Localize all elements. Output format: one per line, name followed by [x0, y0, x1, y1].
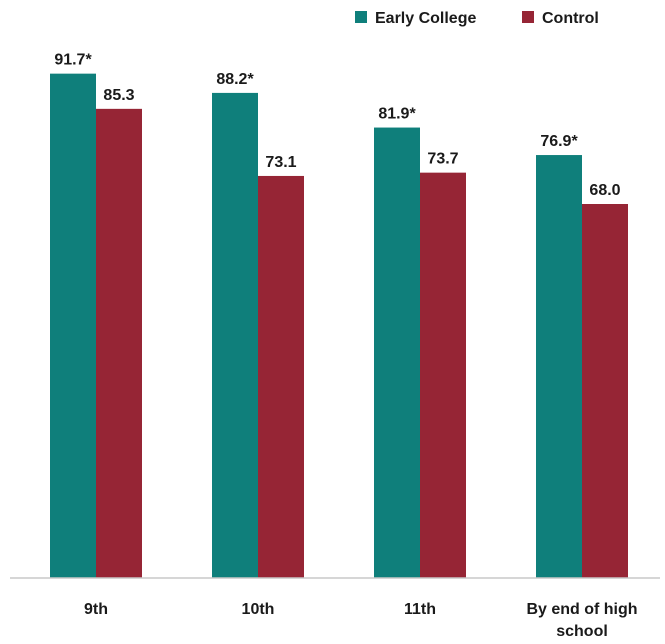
data-label: 81.9*	[378, 106, 416, 123]
bar-early-college-0	[50, 73, 96, 579]
bar-control-3	[582, 204, 628, 578]
bar-early-college-1	[212, 92, 258, 579]
x-tick-label: 11th	[404, 601, 436, 618]
bar-area: 91.7* 88.2* 81.9* 76.9* 85.3 73.1 73.7 68.0	[50, 52, 628, 579]
legend-label: Control	[542, 10, 599, 27]
x-tick-label: school	[556, 623, 608, 640]
legend-swatch	[522, 11, 534, 23]
bar-early-college-2	[374, 127, 420, 579]
bar-control-0	[96, 108, 142, 578]
legend-swatch	[355, 11, 367, 23]
bar-control-2	[420, 172, 466, 578]
x-tick-label: 10th	[242, 601, 275, 618]
data-label: 91.7*	[54, 52, 92, 69]
legend-label: Early College	[375, 10, 476, 27]
bar-early-college-3	[536, 155, 582, 579]
data-label: 68.0	[589, 182, 620, 199]
chart-legend: Early College Control	[355, 10, 599, 27]
data-label: 85.3	[103, 87, 134, 104]
data-label: 76.9*	[540, 133, 578, 150]
data-label: 73.1	[265, 154, 296, 171]
x-axis: 9th 10th 11th By end of high school	[10, 577, 660, 640]
data-label: 73.7	[427, 151, 458, 168]
bar-control-1	[258, 175, 304, 578]
x-tick-label: 9th	[84, 601, 108, 618]
data-label: 88.2*	[216, 71, 254, 88]
x-tick-label: By end of high	[526, 601, 637, 618]
